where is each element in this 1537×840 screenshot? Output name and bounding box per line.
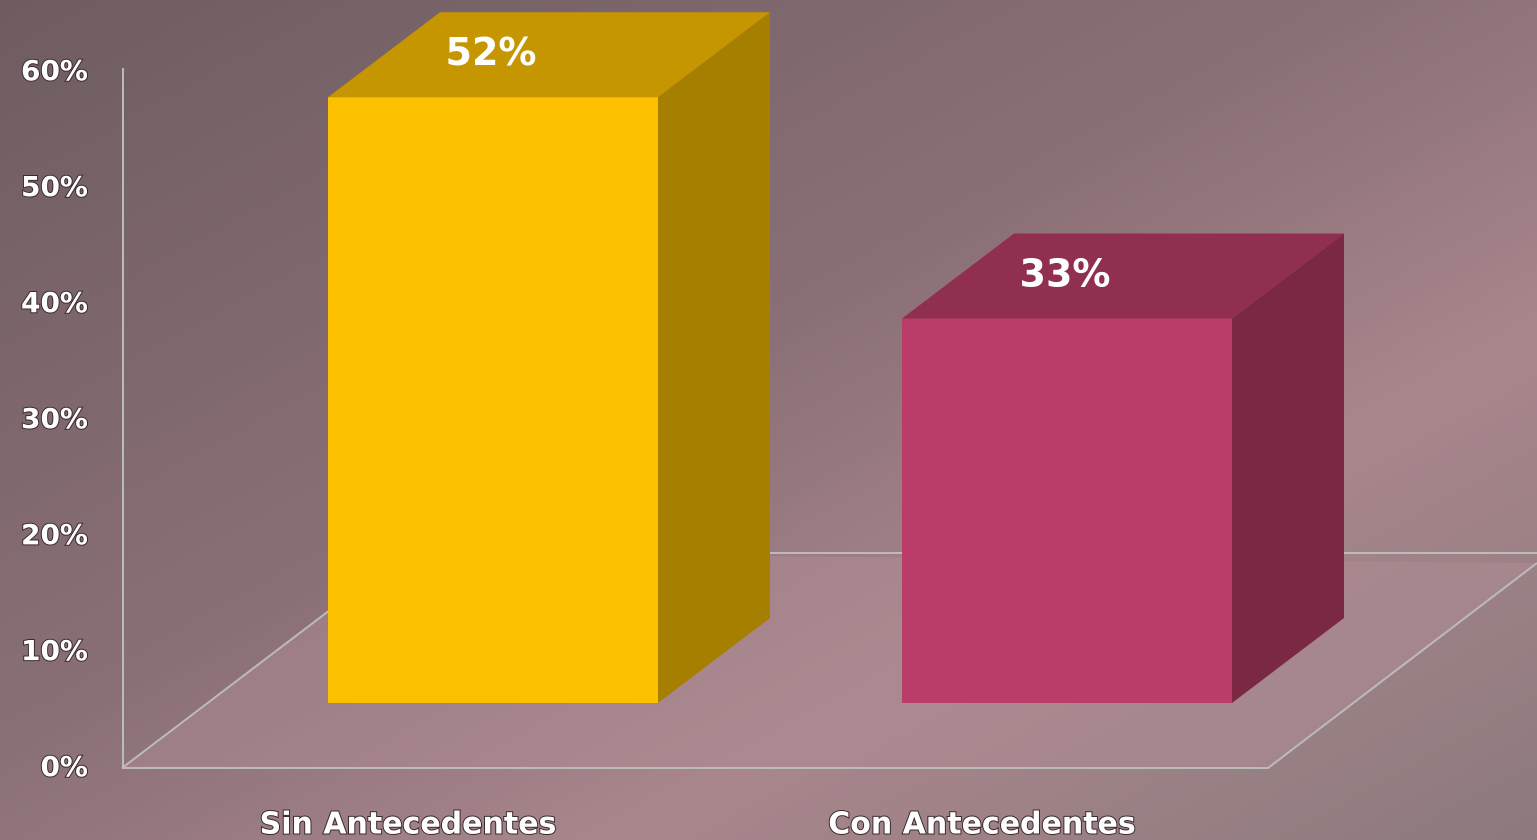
value-label: 33% xyxy=(1020,252,1111,296)
y-tick-label: 60% xyxy=(21,54,88,87)
bar-side xyxy=(658,12,770,703)
value-label: 52% xyxy=(446,30,537,74)
y-tick-label: 50% xyxy=(21,170,88,203)
y-tick-label: 40% xyxy=(21,286,88,319)
y-tick-label: 10% xyxy=(21,634,88,667)
bar xyxy=(902,319,1232,703)
y-tick-label: 20% xyxy=(21,518,88,551)
y-tick-label: 0% xyxy=(40,750,88,783)
chart: 0% 10% 20% 30% 40% 50% 60% 52% Sin Antecedentes 3… xyxy=(0,0,1537,840)
y-tick-label: 30% xyxy=(21,402,88,435)
x-tick-label: Con Antecedentes xyxy=(828,807,1136,840)
x-tick-label: Sin Antecedentes xyxy=(260,807,557,840)
bar xyxy=(328,97,658,703)
